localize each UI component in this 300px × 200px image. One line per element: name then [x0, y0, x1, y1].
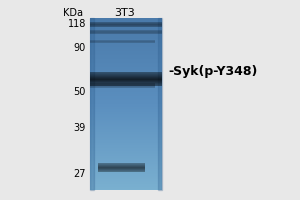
Text: 27: 27: [74, 169, 86, 179]
Text: 39: 39: [74, 123, 86, 133]
Text: KDa: KDa: [63, 8, 83, 18]
Bar: [158, 18, 162, 190]
Bar: [90, 18, 94, 190]
Text: 90: 90: [74, 43, 86, 53]
Text: 3T3: 3T3: [115, 8, 135, 18]
Text: 50: 50: [74, 87, 86, 97]
Text: -Syk(p-Y348): -Syk(p-Y348): [168, 66, 257, 78]
Text: 118: 118: [68, 19, 86, 29]
